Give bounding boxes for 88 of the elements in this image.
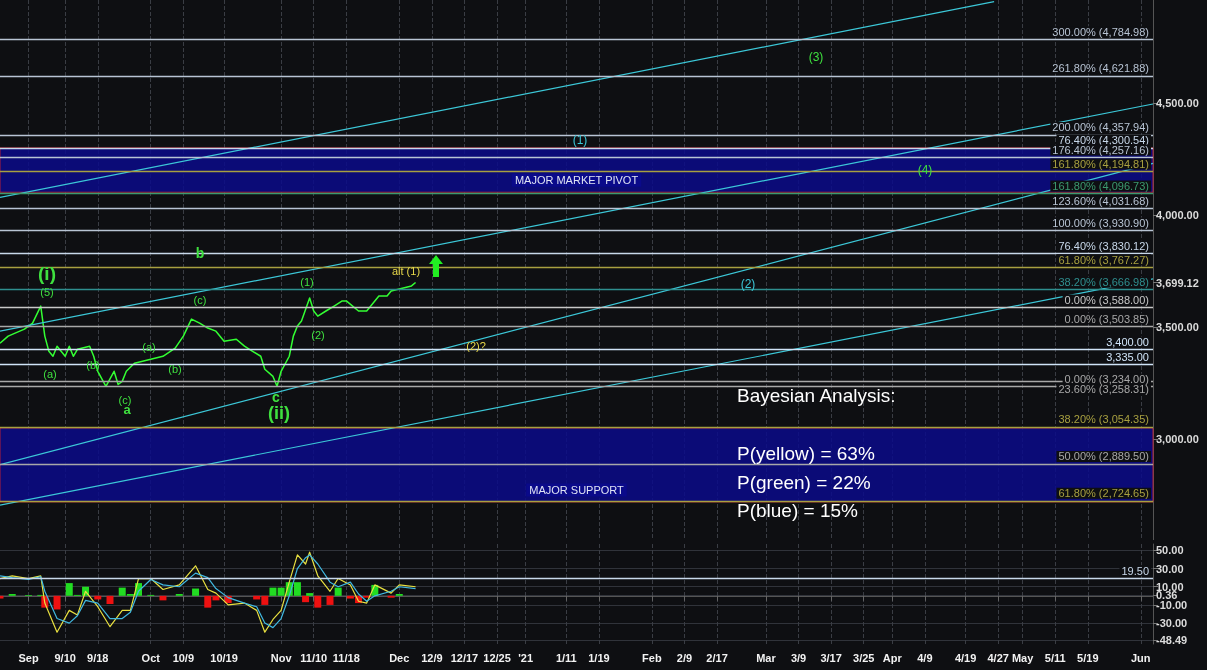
annotation: (1): [300, 276, 314, 288]
ref-line-label: 50.00% (2,889.50): [1058, 450, 1149, 463]
annotation: (a): [43, 368, 57, 380]
bar: [192, 588, 200, 596]
x-tick-label: 2/17: [706, 651, 728, 664]
ref-line-label: 38.20% (3,666.98): [1058, 276, 1149, 289]
x-tick-label: Jun: [1131, 651, 1151, 664]
ref-line-label: 76.40% (3,830.12): [1058, 239, 1149, 252]
annotation: (b): [168, 363, 182, 375]
ref-line-label: 0.00% (3,588.00): [1064, 293, 1149, 306]
ref-line-label: 161.80% (4,096.73): [1052, 179, 1149, 192]
bar: [334, 587, 342, 596]
x-tick-label: 12/17: [450, 651, 479, 664]
bar: [106, 595, 114, 604]
annotation: P(blue) = 15%: [737, 499, 859, 521]
x-tick-label: 9/10: [54, 651, 76, 664]
ref-line-label: 200.00% (4,357.94): [1052, 121, 1149, 134]
y-tick-label: 4,000.00: [1156, 209, 1199, 222]
x-tick-label: Oct: [141, 651, 161, 664]
x-tick-label: 10/9: [172, 651, 195, 664]
bar: [306, 593, 314, 596]
annotation: c: [272, 389, 281, 405]
y-tick-label: 3,000.00: [1156, 433, 1199, 446]
y-tick-label: 3,699.12: [1156, 276, 1199, 289]
band-label: MAJOR SUPPORT: [529, 483, 625, 496]
bar: [53, 595, 61, 610]
band-label: MAJOR MARKET PIVOT: [514, 174, 639, 187]
x-tick-label: Apr: [882, 651, 903, 664]
x-tick-label: 9/18: [87, 651, 109, 664]
x-tick-label: 5/11: [1044, 651, 1066, 664]
x-tick-label: Mar: [756, 651, 777, 664]
bar: [326, 595, 334, 605]
x-tick-label: May: [1011, 651, 1035, 664]
annotation: (ii): [268, 403, 290, 423]
ref-line-label: 100.00% (3,930.90): [1052, 217, 1149, 230]
y-tick-label: -30.00: [1156, 617, 1188, 630]
ref-line-label: 61.80% (2,724.65): [1058, 487, 1149, 500]
annotation: (2)?: [466, 340, 486, 352]
x-tick-label: Dec: [389, 651, 410, 664]
x-tick-label: 11/18: [332, 651, 360, 664]
annotation: P(yellow) = 63%: [737, 442, 875, 464]
ref-line-label: 61.80% (3,767.27): [1058, 253, 1149, 266]
x-tick-label: 3/9: [790, 651, 807, 664]
x-tick-label: 1/19: [588, 651, 610, 664]
y-tick-label: 30.00: [1156, 562, 1184, 575]
annotation: (i): [38, 262, 56, 284]
annotation: alt (1): [391, 265, 421, 277]
y-tick-label: 3,500.00: [1156, 321, 1199, 334]
ref-line-label: 300.00% (4,784.98): [1052, 25, 1149, 38]
ref-line-label: 0.00% (3,503.85): [1064, 312, 1149, 325]
bar: [314, 595, 322, 608]
ref-line-label: 19.50: [1121, 564, 1149, 577]
x-tick-label: 3/25: [853, 651, 875, 664]
annotation: (c): [118, 394, 132, 406]
y-tick-label: -48.49: [1156, 633, 1188, 646]
y-tick-label: 4,500.00: [1156, 97, 1199, 110]
ref-line-label: 161.80% (4,194.81): [1052, 157, 1149, 170]
annotation: P(green) = 22%: [737, 471, 871, 493]
annotation: (2): [311, 329, 325, 341]
x-tick-label: 5/19: [1077, 651, 1099, 664]
x-tick-label: 12/25: [483, 651, 511, 664]
annotation: (1): [572, 133, 588, 147]
bar: [302, 595, 310, 603]
x-tick-label: 1/11: [555, 651, 577, 664]
x-tick-label: 4/19: [954, 651, 977, 664]
annotation: (3): [808, 50, 824, 64]
x-tick-label: 4/9: [917, 651, 933, 664]
x-tick-label: 4/27: [987, 651, 1009, 664]
x-tick-label: 10/19: [210, 651, 238, 664]
bar: [269, 587, 277, 596]
x-tick-label: 3/17: [820, 651, 842, 664]
ref-line-label: 3,400.00: [1106, 336, 1149, 349]
ref-line-label: 3,335.00: [1106, 350, 1149, 363]
y-tick-label: 50.00: [1156, 544, 1184, 557]
ref-line-label: 123.60% (4,031.68): [1052, 194, 1149, 207]
x-tick-label: Nov: [270, 651, 293, 664]
ref-line-label: 261.80% (4,621.88): [1052, 62, 1149, 75]
ref-line-label: 76.40% (4,300.54): [1058, 134, 1149, 147]
ref-line-label: 38.20% (3,054.35): [1058, 413, 1149, 426]
annotation: (2): [740, 277, 756, 291]
annotation: (c): [193, 294, 207, 306]
x-tick-label: '21: [518, 651, 533, 664]
x-tick-label: Sep: [18, 651, 39, 664]
x-tick-label: 2/9: [676, 651, 693, 664]
x-tick-label: 11/10: [300, 651, 328, 664]
x-tick-label: Feb: [642, 651, 662, 664]
annotation: Bayesian Analysis:: [737, 384, 896, 406]
x-tick-label: 12/9: [421, 651, 443, 664]
